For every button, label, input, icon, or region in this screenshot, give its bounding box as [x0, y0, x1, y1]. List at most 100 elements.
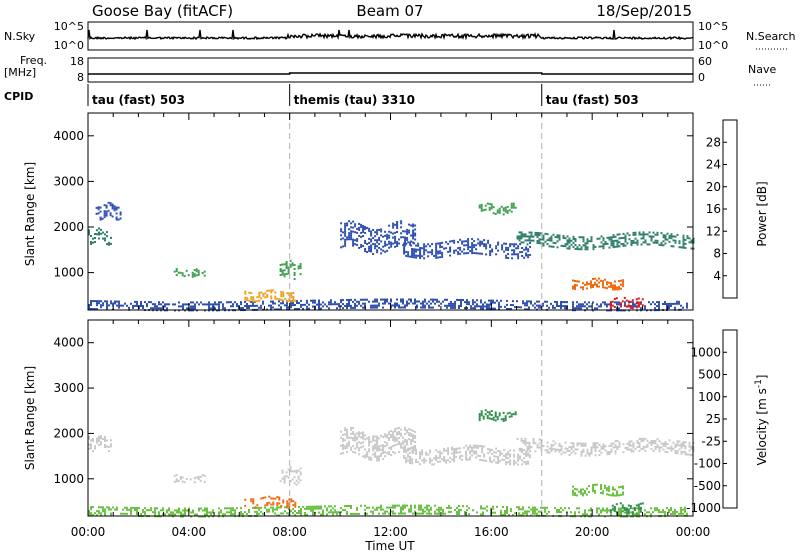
- echo-pixel: [258, 506, 260, 509]
- echo-pixel: [138, 507, 140, 509]
- echo-pixel: [534, 233, 537, 236]
- echo-pixel: [370, 244, 373, 247]
- echo-pixel: [630, 440, 633, 443]
- echo-pixel: [96, 229, 98, 232]
- echo-pixel: [392, 226, 395, 229]
- echo-pixel: [346, 513, 348, 515]
- echo-pixel: [152, 307, 154, 310]
- echo-pixel: [682, 246, 685, 249]
- echo-pixel: [546, 449, 549, 452]
- echo-pixel: [376, 249, 379, 252]
- echo-pixel: [314, 507, 316, 510]
- echo-pixel: [453, 241, 456, 244]
- echo-pixel: [128, 508, 130, 511]
- echo-pixel: [342, 509, 344, 512]
- echo-pixel: [279, 264, 282, 266]
- echo-pixel: [206, 507, 208, 510]
- echo-pixel: [336, 303, 338, 306]
- echo-pixel: [112, 302, 114, 305]
- echo-pixel: [658, 509, 660, 512]
- echo-pixel: [637, 507, 640, 510]
- echo-pixel: [613, 508, 616, 510]
- nave-label: Nave: [748, 63, 776, 76]
- echo-pixel: [530, 446, 533, 448]
- echo-pixel: [232, 513, 234, 516]
- ytick-label: 1000: [53, 472, 84, 486]
- echo-pixel: [415, 458, 418, 461]
- echo-pixel: [512, 204, 515, 207]
- echo-pixel: [586, 248, 589, 251]
- echo-pixel: [489, 254, 492, 257]
- echo-pixel: [364, 504, 366, 507]
- echo-pixel: [402, 508, 404, 511]
- echo-pixel: [481, 445, 484, 448]
- echo-pixel: [366, 455, 369, 458]
- echo-pixel: [682, 234, 685, 237]
- echo-pixel: [368, 245, 371, 248]
- echo-pixel: [682, 443, 685, 445]
- echo-pixel: [596, 483, 598, 486]
- echo-pixel: [524, 302, 526, 305]
- power-echoes: [88, 201, 695, 312]
- echo-pixel: [94, 447, 96, 450]
- echo-pixel: [400, 510, 402, 513]
- echo-pixel: [454, 300, 456, 303]
- echo-pixel: [406, 300, 408, 303]
- echo-pixel: [199, 475, 202, 478]
- echo-pixel: [187, 274, 190, 277]
- echo-pixel: [419, 247, 422, 249]
- echo-pixel: [530, 233, 533, 236]
- echo-pixel: [486, 411, 489, 414]
- echo-pixel: [280, 512, 282, 515]
- echo-pixel: [519, 251, 522, 254]
- echo-pixel: [666, 238, 669, 241]
- echo-pixel: [556, 303, 558, 305]
- echo-pixel: [276, 506, 278, 509]
- echo-pixel: [117, 206, 120, 209]
- echo-pixel: [318, 303, 320, 306]
- echo-pixel: [481, 459, 484, 462]
- echo-pixel: [340, 430, 343, 433]
- echo-pixel: [352, 226, 355, 229]
- echo-pixel: [256, 304, 258, 307]
- echo-pixel: [429, 245, 432, 248]
- echo-pixel: [108, 446, 110, 449]
- echo-pixel: [212, 509, 214, 512]
- echo-pixel: [118, 300, 120, 303]
- echo-pixel: [192, 511, 194, 514]
- echo-pixel: [519, 455, 522, 458]
- echo-pixel: [118, 304, 120, 307]
- cpid-segment-label: tau (fast) 503: [546, 93, 639, 107]
- echo-pixel: [518, 239, 521, 242]
- echo-pixel: [354, 225, 357, 228]
- echo-pixel: [425, 245, 428, 248]
- echo-pixel: [126, 506, 128, 509]
- echo-pixel: [202, 509, 204, 512]
- echo-pixel: [208, 307, 210, 310]
- echo-pixel: [403, 250, 406, 253]
- echo-pixel: [274, 297, 277, 300]
- echo-pixel: [372, 506, 374, 509]
- echo-pixel: [394, 241, 397, 244]
- echo-pixel: [635, 306, 638, 309]
- echo-pixel: [618, 280, 620, 283]
- echo-pixel: [274, 302, 276, 305]
- echo-pixel: [434, 510, 436, 513]
- echo-pixel: [471, 250, 474, 253]
- echo-pixel: [280, 506, 282, 509]
- echo-pixel: [386, 506, 388, 509]
- echo-pixel: [526, 512, 528, 515]
- echo-pixel: [378, 506, 380, 509]
- echo-pixel: [382, 448, 385, 451]
- echo-pixel: [290, 294, 293, 297]
- echo-pixel: [624, 234, 627, 237]
- echo-pixel: [522, 233, 525, 236]
- echo-pixel: [502, 417, 505, 420]
- echo-pixel: [376, 508, 378, 511]
- echo-pixel: [558, 234, 561, 237]
- echo-pixel: [408, 434, 411, 437]
- echo-pixel: [455, 447, 458, 450]
- echo-pixel: [598, 281, 600, 284]
- echo-pixel: [513, 455, 516, 458]
- echo-pixel: [443, 457, 446, 460]
